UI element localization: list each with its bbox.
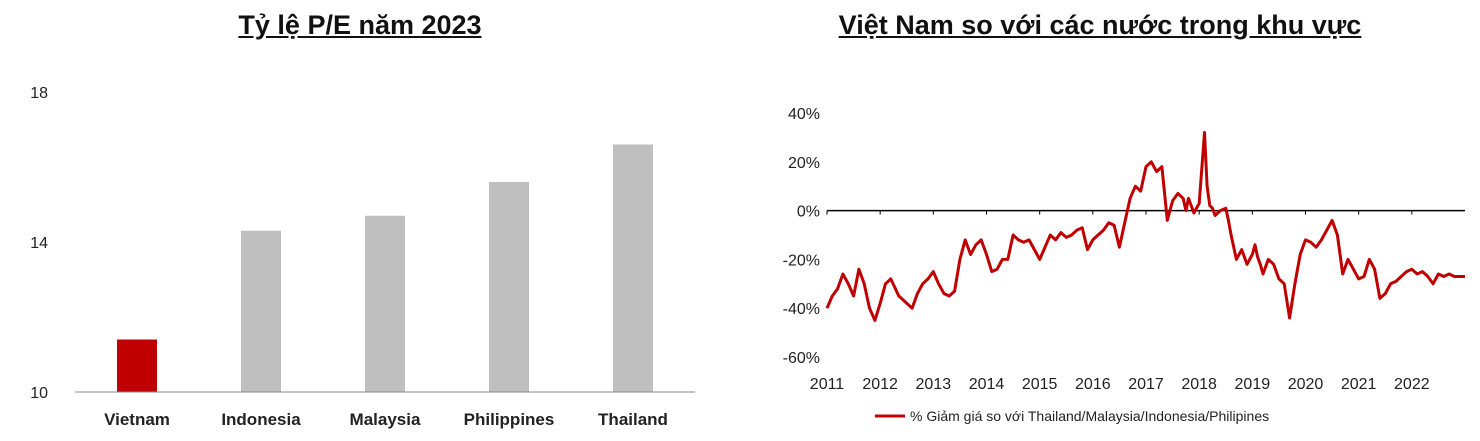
x-tick-label: 2015	[1022, 376, 1058, 393]
y-tick-label: 0%	[797, 204, 820, 221]
pe-chart-panel: Tỷ lệ P/E năm 2023 10 14 18 Vietnam Indonesi…	[0, 0, 720, 441]
category-label: Philippines	[464, 410, 555, 429]
y-tick-label: 10	[30, 385, 48, 402]
y-tick-label: -20%	[783, 252, 820, 269]
x-tick-label: 2013	[916, 376, 952, 393]
y-tick-label: 20%	[788, 155, 820, 172]
category-label: Thailand	[598, 410, 668, 429]
y-tick-label: 18	[30, 85, 48, 102]
x-tick-label: 2020	[1288, 376, 1324, 393]
bar-vietnam	[117, 339, 157, 392]
x-tick-label: 2012	[862, 376, 898, 393]
x-tick-label: 2019	[1235, 376, 1271, 393]
x-tick-label: 2016	[1075, 376, 1111, 393]
bar-indonesia	[241, 230, 281, 392]
x-tick-label: 2014	[969, 376, 1005, 393]
discount-chart-panel: Việt Nam so với các nước trong khu vực -…	[720, 0, 1480, 441]
y-tick-label: -60%	[783, 350, 820, 367]
x-tick-label: 2018	[1181, 376, 1217, 393]
pe-bar-chart: 10 14 18 Vietnam Indonesia Malaysia Philippine…	[30, 85, 695, 429]
y-tick-label: 40%	[788, 106, 820, 123]
category-label: Malaysia	[350, 410, 421, 429]
x-tick-label: 2017	[1128, 376, 1164, 393]
y-tick-label: -40%	[783, 301, 820, 318]
legend-label: % Giảm giá so với Thailand/Malaysia/Indo…	[910, 408, 1269, 424]
pe-chart-title: Tỷ lệ P/E năm 2023	[238, 10, 482, 40]
x-tick-label: 2022	[1394, 376, 1430, 393]
category-label: Vietnam	[104, 410, 170, 429]
discount-chart-title: Việt Nam so với các nước trong khu vực	[838, 10, 1362, 40]
bar-thailand	[613, 144, 653, 392]
y-tick-label: 14	[30, 235, 48, 252]
x-tick-label: 2021	[1341, 376, 1377, 393]
x-tick-label: 2011	[810, 376, 845, 393]
bar-philippines	[489, 182, 529, 392]
series-line-0	[825, 131, 1465, 322]
discount-line-chart: -60% -40% -20% 0% 20% 40% 2011 2012 2013 2014 2015…	[783, 106, 1465, 424]
category-label: Indonesia	[221, 410, 301, 429]
bar-malaysia	[365, 215, 405, 392]
